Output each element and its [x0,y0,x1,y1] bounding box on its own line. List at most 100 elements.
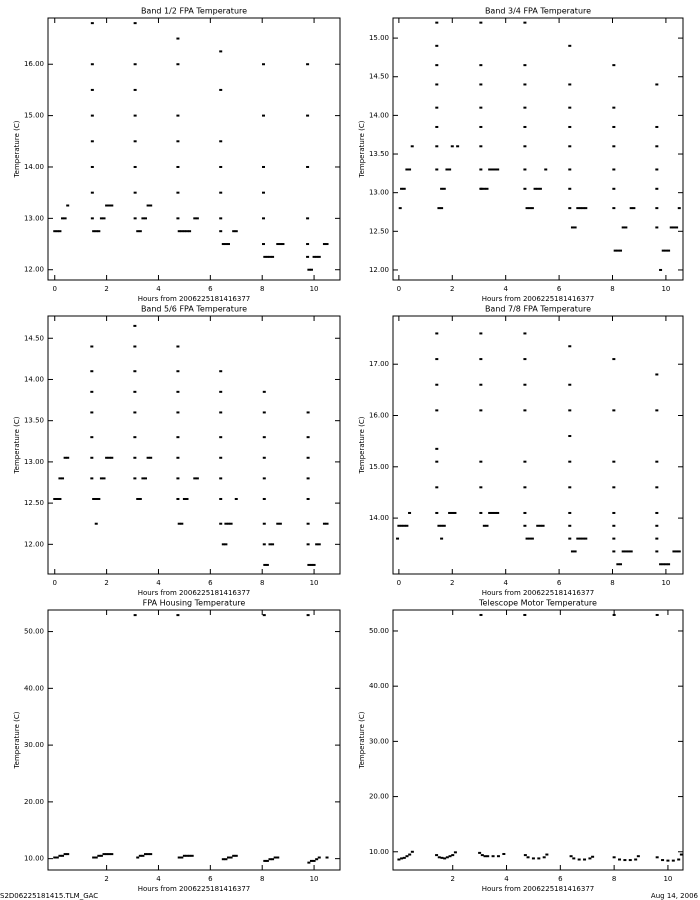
data-point [182,497,186,500]
data-point [530,207,534,210]
data-point [105,204,109,207]
data-point [612,145,616,148]
data-point [312,859,316,862]
data-point [193,477,197,480]
data-point [482,524,486,527]
data-point [402,187,406,190]
data-point [306,543,310,546]
y-axis-label: Temperature (C) [13,711,21,769]
data-point [486,855,490,858]
data-point [584,207,588,210]
y-tick-label: 12.50 [369,227,389,235]
data-point [94,856,98,859]
data-point [268,858,272,861]
data-point [176,191,180,194]
x-tick-label: 2 [450,579,454,587]
data-point [136,497,140,500]
data-point [263,255,267,258]
data-point [138,854,142,857]
y-tick-label: 15.00 [24,112,44,120]
data-point [445,168,449,171]
data-point [176,390,180,393]
data-point [306,165,310,168]
y-tick-label: 13.00 [24,458,44,466]
chart-title: Band 5/6 FPA Temperature [141,305,247,314]
data-point [568,168,572,171]
data-point [90,477,94,480]
data-point [133,436,137,439]
data-point [655,550,659,553]
data-point [588,857,592,860]
data-point [219,411,223,414]
data-point [133,217,137,220]
data-point [219,436,223,439]
data-point [523,187,527,190]
data-point [262,614,266,617]
data-point [141,217,145,220]
x-tick-label: 4 [156,579,161,587]
x-tick-label: 4 [504,875,509,883]
data-point [176,370,180,373]
data-point [63,853,67,856]
data-point [655,187,659,190]
data-point [99,477,103,480]
data-point [107,456,111,459]
data-point [133,390,137,393]
data-point [94,230,98,233]
data-point [107,204,111,207]
data-point [490,511,494,514]
data-point [182,854,186,857]
y-tick-label: 20.00 [24,798,44,806]
data-point [523,613,527,616]
y-tick-label: 14.50 [369,73,389,81]
data-point [268,255,272,258]
data-point [146,204,150,207]
data-point [99,854,103,857]
y-tick-label: 30.00 [24,741,44,749]
data-point [219,50,223,53]
data-point [538,187,542,190]
data-point [90,390,94,393]
data-point [144,477,148,480]
data-point [180,856,184,859]
data-point [526,856,530,859]
data-point [107,853,111,856]
data-point [568,383,572,386]
data-point [90,217,94,220]
y-tick-label: 15.00 [369,34,389,42]
data-point [396,537,400,540]
data-point [482,187,486,190]
data-point [570,550,574,553]
data-point [307,563,311,566]
y-tick-label: 14.00 [24,163,44,171]
data-point [576,537,580,540]
data-point [448,855,452,858]
data-point [437,856,441,859]
x-tick-label: 8 [612,875,616,883]
y-axis-label: Temperature (C) [358,120,366,178]
data-point [664,249,668,252]
data-point [325,522,329,525]
data-point [523,511,527,514]
plot-frame [392,609,684,871]
data-point [440,524,444,527]
data-point [229,522,233,525]
data-point [144,217,148,220]
x-tick-label: 8 [260,285,264,293]
y-tick-label: 12.00 [24,266,44,274]
data-point [61,477,65,480]
data-point [568,345,572,348]
data-point [105,456,109,459]
data-point [90,114,94,117]
data-point [102,217,106,220]
data-point [265,563,269,566]
y-tick-label: 12.50 [24,499,44,507]
x-tick-label: 6 [208,875,213,883]
y-tick-label: 40.00 [24,684,44,692]
data-point [322,243,326,246]
data-point [63,217,67,220]
data-point [190,854,194,857]
data-point [133,63,137,66]
data-point [53,856,57,859]
data-point [309,268,313,271]
